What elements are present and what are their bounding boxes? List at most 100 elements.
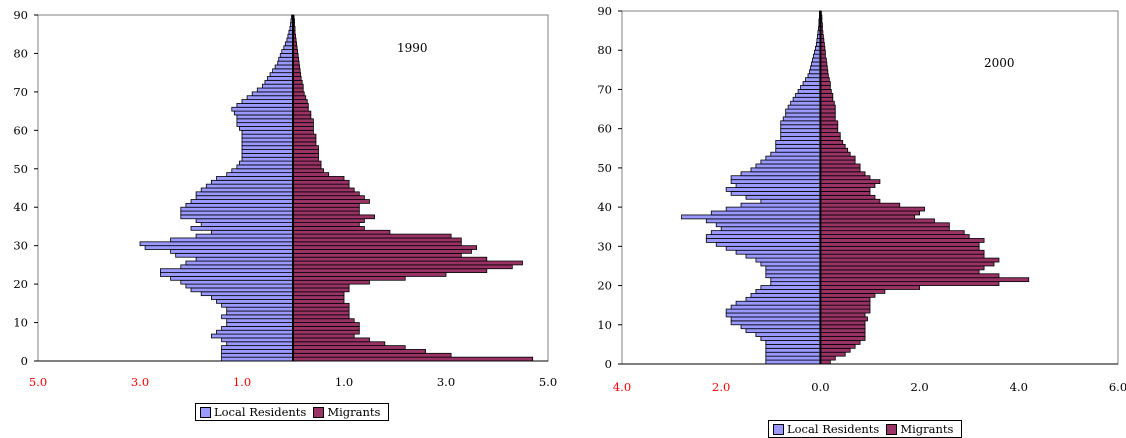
bar-local-age-2 — [765, 351, 821, 357]
legend-1990: Local Residents Migrants — [195, 403, 390, 421]
y-tick-label: 0 — [605, 357, 612, 371]
bar-migrant-age-44 — [820, 187, 871, 192]
bar-migrant-age-44 — [292, 187, 355, 193]
bar-local-age-7 — [216, 329, 294, 335]
bar-migrant-age-49 — [820, 167, 861, 173]
bar-local-age-20 — [180, 279, 294, 285]
bar-local-age-54 — [241, 149, 294, 154]
bar-migrant-age-41 — [820, 198, 881, 204]
bar-migrant-age-26 — [820, 257, 1000, 263]
bar-local-age-46 — [730, 179, 821, 184]
bar-local-age-37 — [681, 214, 821, 220]
bar-local-age-45 — [205, 183, 294, 189]
bar-migrant-age-1 — [292, 352, 452, 358]
legend-swatch-migrant — [886, 423, 898, 435]
bar-local-age-76 — [274, 64, 294, 70]
y-tick-label: 30 — [597, 239, 612, 253]
bar-migrant-age-39 — [820, 206, 925, 212]
bar-local-age-48 — [226, 172, 294, 177]
bar-local-age-21 — [170, 276, 294, 281]
bar-local-age-65 — [787, 104, 821, 110]
bar-local-age-35 — [715, 222, 821, 228]
bar-migrant-age-39 — [292, 206, 360, 212]
bar-local-age-22 — [765, 273, 821, 279]
bar-local-age-64 — [785, 108, 821, 114]
bar-migrant-age-21 — [820, 277, 1030, 283]
bar-migrant-age-7 — [820, 332, 866, 337]
bar-local-age-61 — [236, 122, 294, 127]
bar-local-age-24 — [180, 264, 294, 270]
bar-migrant-age-55 — [820, 143, 846, 149]
bar-migrant-age-3 — [820, 347, 851, 353]
bar-local-age-41 — [760, 198, 821, 204]
bar-migrant-age-53 — [820, 151, 851, 157]
bar-migrant-age-24 — [292, 264, 513, 270]
bar-migrant-age-59 — [820, 128, 839, 133]
bar-local-age-77 — [277, 60, 294, 66]
bar-migrant-age-11 — [820, 316, 868, 322]
x-tick-label: 0.0 — [811, 380, 829, 394]
bar-local-age-5 — [221, 337, 294, 343]
bar-local-age-50 — [755, 163, 821, 169]
bar-migrant-age-1 — [820, 355, 836, 361]
bar-local-age-58 — [241, 133, 294, 139]
bar-migrant-age-36 — [292, 218, 365, 223]
bar-local-age-80 — [281, 49, 294, 54]
bar-local-age-13 — [226, 306, 294, 312]
bar-migrant-age-60 — [820, 124, 839, 130]
y-tick-label: 10 — [13, 316, 28, 330]
bar-migrant-age-56 — [292, 141, 317, 147]
bar-migrant-age-64 — [820, 108, 836, 114]
y-tick-label: 80 — [597, 43, 612, 57]
bar-migrant-age-23 — [292, 268, 488, 273]
bar-local-age-52 — [241, 156, 294, 162]
y-tick-label: 70 — [597, 82, 612, 96]
bar-local-age-77 — [812, 57, 821, 63]
bar-migrant-age-19 — [292, 283, 350, 289]
bar-migrant-age-13 — [292, 306, 350, 312]
bar-local-age-73 — [267, 76, 294, 81]
bar-local-age-44 — [725, 187, 821, 192]
bar-local-age-46 — [210, 179, 294, 185]
bar-migrant-age-3 — [292, 345, 406, 350]
bar-local-age-40 — [740, 202, 821, 208]
bar-local-age-11 — [730, 316, 821, 322]
bar-local-age-10 — [730, 320, 821, 326]
bar-migrant-age-12 — [292, 310, 350, 316]
bar-local-age-10 — [226, 318, 294, 323]
bar-local-age-29 — [144, 245, 294, 250]
bar-migrant-age-28 — [820, 249, 985, 255]
bar-local-age-26 — [755, 257, 821, 263]
bar-local-age-75 — [272, 68, 294, 74]
bar-migrant-age-62 — [292, 118, 314, 124]
bar-migrant-age-52 — [820, 155, 856, 161]
bar-migrant-age-6 — [820, 336, 866, 341]
bar-migrant-age-35 — [820, 222, 950, 228]
bar-local-age-12 — [725, 312, 821, 318]
year-annotation: 1990 — [397, 41, 428, 55]
bar-local-age-62 — [236, 118, 294, 124]
bar-local-age-74 — [269, 72, 294, 77]
bar-migrant-age-46 — [292, 179, 350, 185]
bar-local-age-1 — [765, 355, 821, 361]
bar-migrant-age-34 — [820, 226, 950, 232]
bar-local-age-23 — [159, 268, 294, 273]
bar-migrant-age-70 — [292, 87, 304, 93]
bar-local-age-30 — [139, 241, 294, 247]
bar-local-age-71 — [261, 83, 294, 89]
bar-local-age-76 — [811, 61, 821, 67]
bar-local-age-72 — [805, 77, 821, 83]
bar-migrant-age-20 — [292, 279, 370, 285]
bar-migrant-age-42 — [292, 195, 365, 200]
bar-local-age-66 — [236, 103, 294, 108]
y-tick-label: 70 — [13, 85, 28, 99]
bar-local-age-0 — [221, 356, 294, 362]
bar-local-age-21 — [770, 277, 821, 283]
y-tick-label: 0 — [21, 354, 28, 368]
bar-migrant-age-74 — [820, 69, 829, 75]
x-tick-label: 3.0 — [131, 375, 149, 389]
bar-migrant-age-67 — [292, 99, 308, 104]
bar-migrant-age-55 — [292, 145, 319, 150]
bar-migrant-age-38 — [820, 210, 921, 216]
